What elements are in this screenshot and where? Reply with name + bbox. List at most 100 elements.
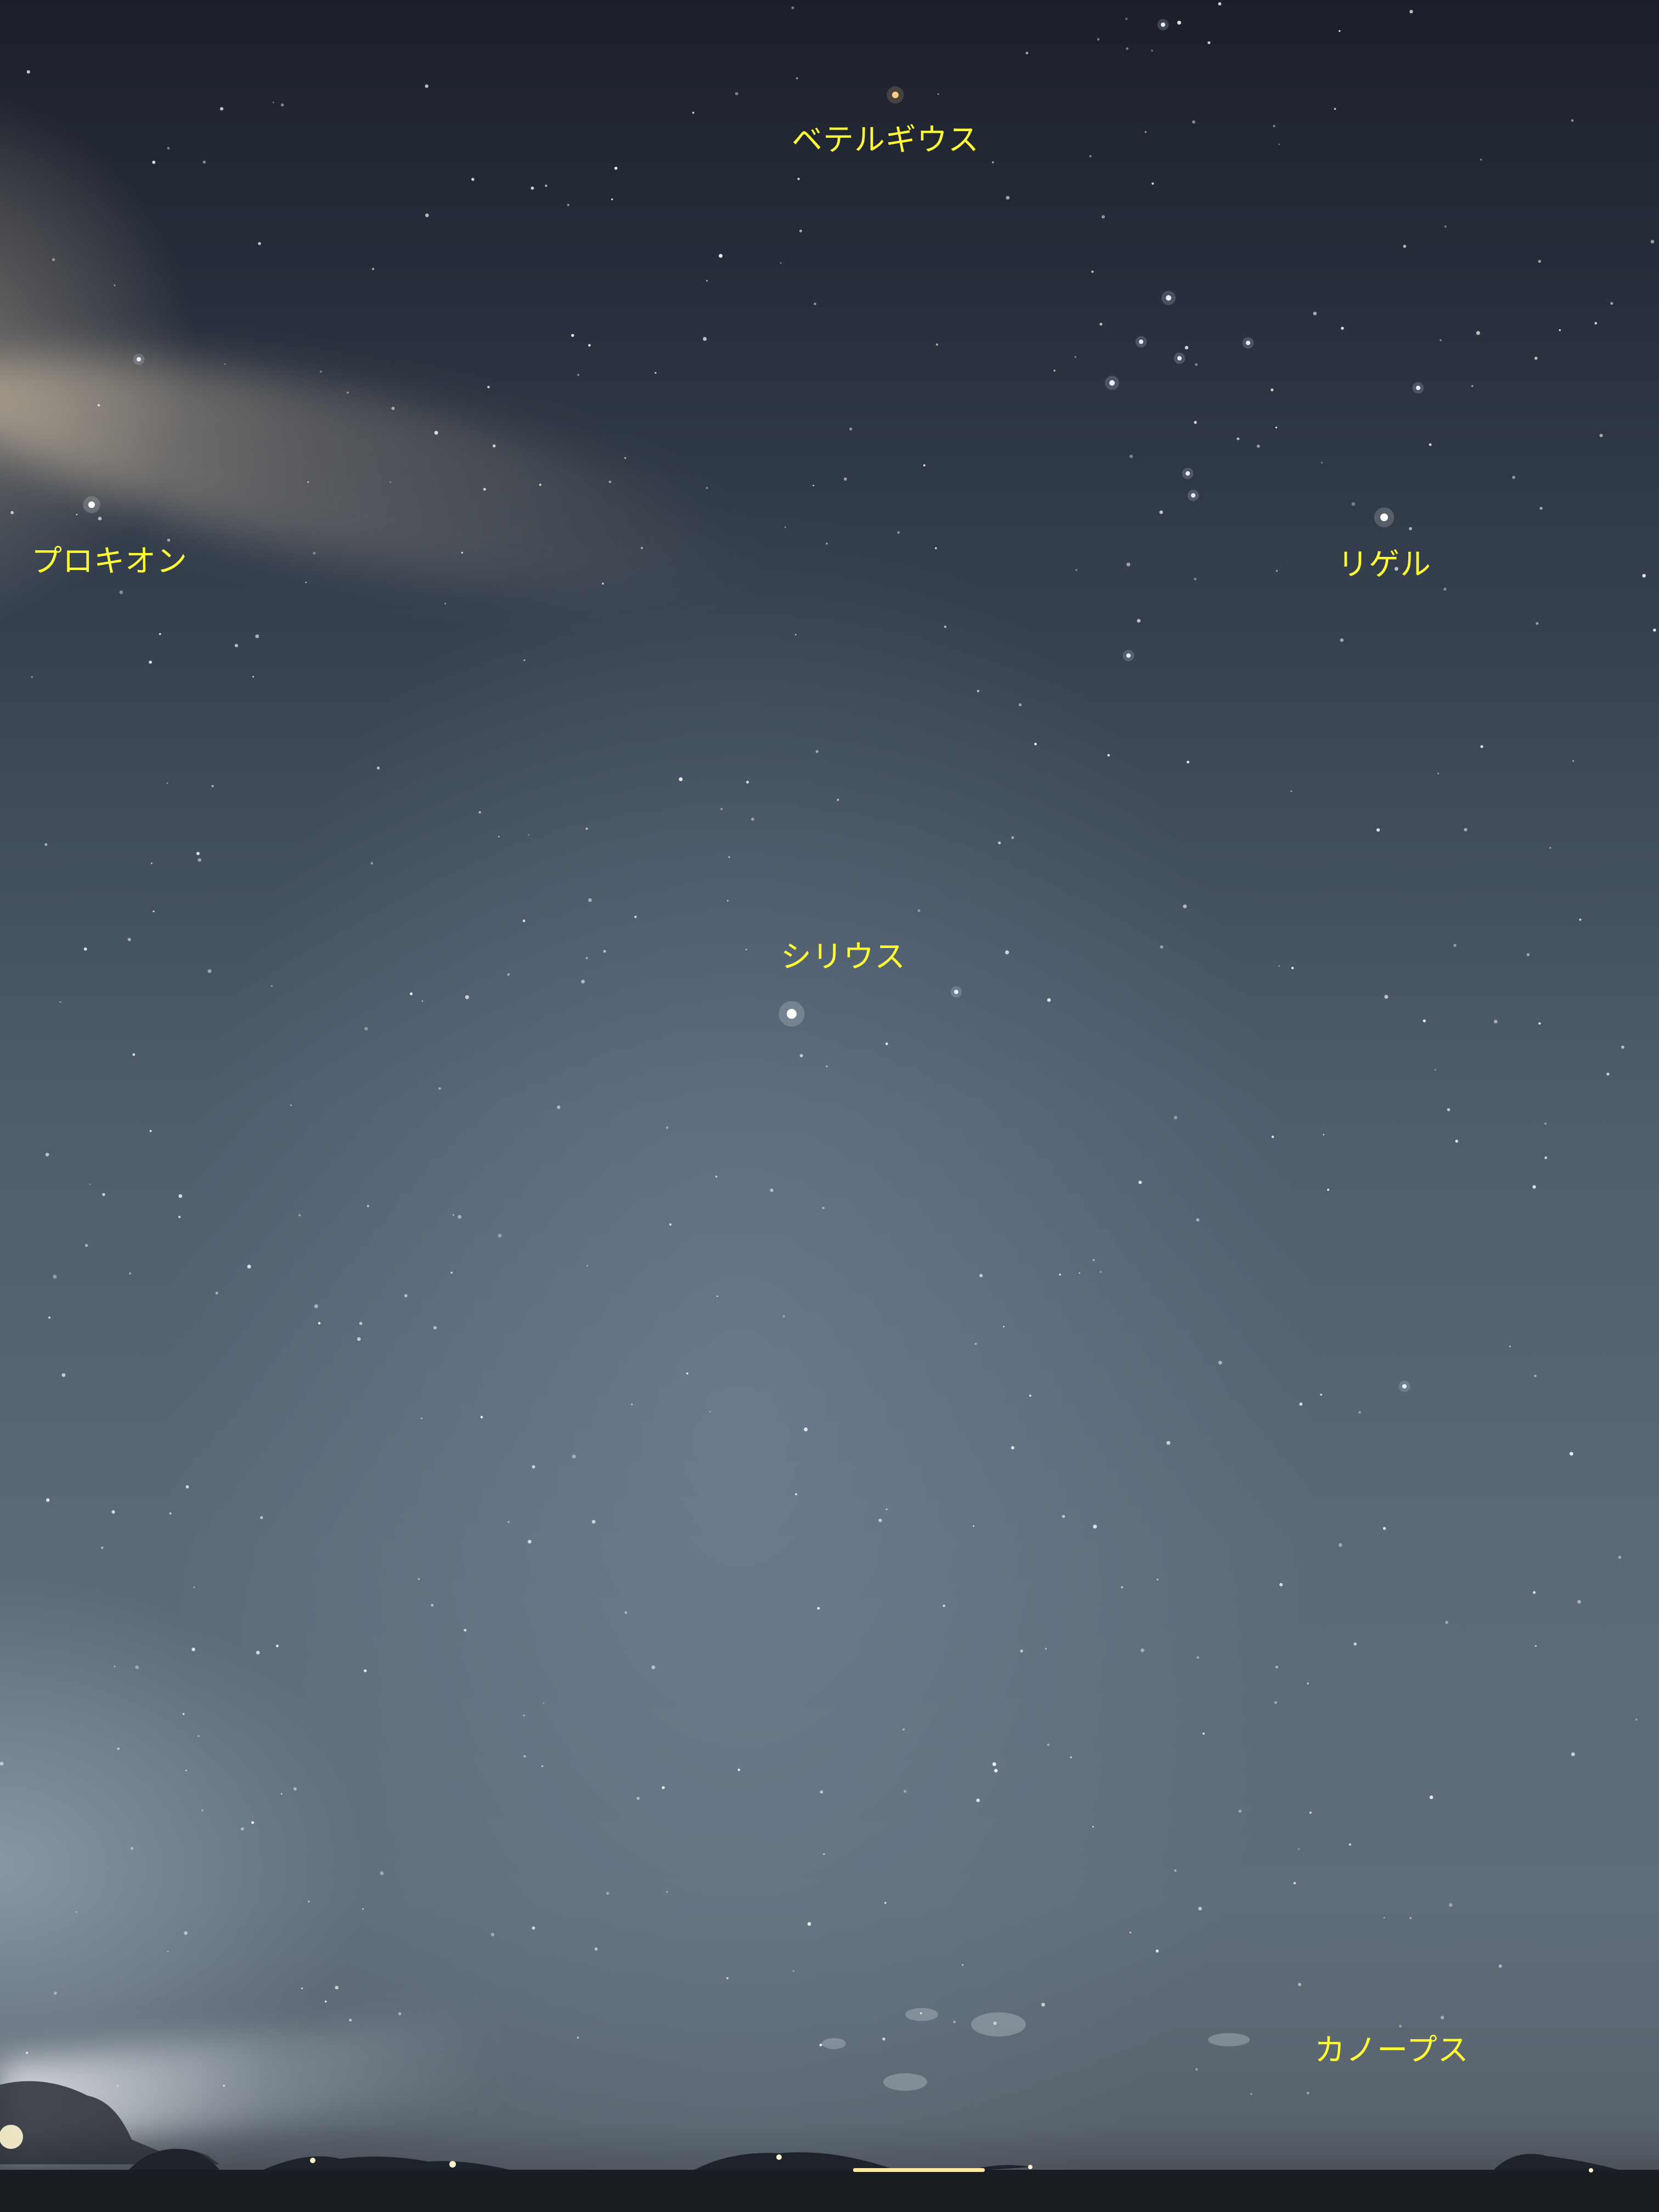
- faint-star: [178, 1216, 181, 1218]
- faint-star: [572, 1454, 576, 1459]
- faint-star: [417, 1578, 420, 1581]
- label-sirius: シリウス: [781, 939, 906, 975]
- faint-star: [878, 1519, 882, 1522]
- faint-star: [1544, 1156, 1548, 1159]
- faint-star: [507, 1521, 510, 1523]
- faint-star: [498, 1233, 502, 1238]
- faint-star: [1539, 506, 1543, 510]
- faint-star: [450, 1271, 453, 1274]
- label-canopus: カノープス: [1314, 2033, 1469, 2068]
- faint-star: [1409, 1917, 1412, 1919]
- faint-star: [438, 1087, 441, 1090]
- faint-star: [290, 1104, 292, 1107]
- faint-star: [129, 1272, 132, 1275]
- faint-star: [1455, 1139, 1458, 1143]
- faint-star: [1299, 1402, 1303, 1406]
- faint-star: [301, 1987, 303, 1989]
- faint-star: [953, 2021, 956, 2023]
- faint-star: [1275, 426, 1277, 428]
- faint-star: [571, 334, 574, 337]
- faint-star: [492, 444, 496, 448]
- faint-star: [1512, 476, 1515, 479]
- label-rigel: リゲル: [1338, 547, 1431, 583]
- faint-star: [48, 1316, 51, 1319]
- faint-star: [116, 2085, 119, 2087]
- faint-star: [937, 93, 939, 95]
- faint-star: [796, 77, 798, 80]
- faint-star: [1448, 1903, 1453, 1907]
- star: [1126, 653, 1131, 658]
- faint-star: [1321, 461, 1323, 464]
- faint-star: [1572, 760, 1575, 762]
- faint-star: [421, 1417, 423, 1420]
- faint-star: [498, 836, 500, 838]
- faint-star: [434, 431, 438, 435]
- faint-star: [390, 481, 391, 483]
- faint-star: [1621, 1045, 1624, 1049]
- faint-star: [1444, 225, 1447, 228]
- faint-star: [1089, 155, 1092, 157]
- faint-star: [1138, 1181, 1142, 1184]
- faint-star: [149, 661, 152, 664]
- faint-star: [1079, 1272, 1080, 1274]
- faint-star: [692, 111, 695, 114]
- faint-star: [973, 1525, 975, 1527]
- faint-star: [726, 1977, 729, 1979]
- faint-star: [1323, 1133, 1325, 1136]
- faint-star: [1091, 270, 1094, 273]
- faint-star: [992, 1762, 996, 1767]
- faint-star: [993, 2021, 997, 2025]
- faint-star: [101, 1547, 104, 1549]
- faint-star: [784, 526, 786, 528]
- faint-star: [585, 957, 588, 960]
- faint-star: [746, 781, 749, 784]
- faint-star: [215, 1291, 218, 1295]
- faint-star: [1202, 1732, 1205, 1735]
- faint-star: [127, 938, 131, 941]
- star-sirius: [787, 1009, 797, 1019]
- faint-star: [812, 484, 815, 487]
- faint-star: [61, 1373, 66, 1377]
- faint-star: [1476, 331, 1480, 335]
- faint-star: [979, 1274, 983, 1278]
- faint-star: [364, 1669, 367, 1673]
- faint-star: [1159, 510, 1163, 514]
- faint-star: [1453, 944, 1457, 947]
- faint-star: [577, 374, 579, 376]
- faint-star: [149, 1130, 152, 1132]
- faint-star: [1618, 1555, 1622, 1559]
- faint-star: [882, 2037, 885, 2041]
- faint-star: [240, 1827, 244, 1831]
- faint-star: [1121, 1586, 1124, 1589]
- star: [137, 357, 141, 362]
- faint-star: [1075, 569, 1077, 571]
- faint-star: [603, 950, 606, 953]
- faint-star: [1635, 1718, 1638, 1721]
- faint-star: [523, 1714, 525, 1717]
- faint-star: [1409, 10, 1413, 14]
- faint-star: [822, 1206, 825, 1210]
- faint-star: [1339, 30, 1341, 32]
- faint-star: [885, 1508, 888, 1510]
- faint-star: [372, 268, 375, 270]
- faint-star: [523, 1755, 526, 1758]
- faint-star: [577, 2036, 579, 2039]
- faint-star: [797, 178, 800, 180]
- faint-star: [111, 1510, 115, 1514]
- faint-star: [1278, 965, 1280, 967]
- faint-star: [114, 284, 116, 286]
- faint-star: [1383, 1527, 1386, 1530]
- light-glow-top-left: [0, 55, 219, 658]
- faint-star: [686, 1372, 689, 1375]
- faint-star: [46, 1498, 50, 1502]
- faint-star: [608, 481, 612, 483]
- faint-star: [433, 1326, 437, 1330]
- faint-star: [1445, 1621, 1448, 1624]
- faint-star: [1297, 1983, 1301, 1987]
- faint-star: [458, 1215, 462, 1219]
- faint-star: [1610, 302, 1613, 305]
- faint-star: [1376, 828, 1380, 832]
- faint-star: [522, 919, 526, 922]
- faint-star: [1480, 159, 1482, 161]
